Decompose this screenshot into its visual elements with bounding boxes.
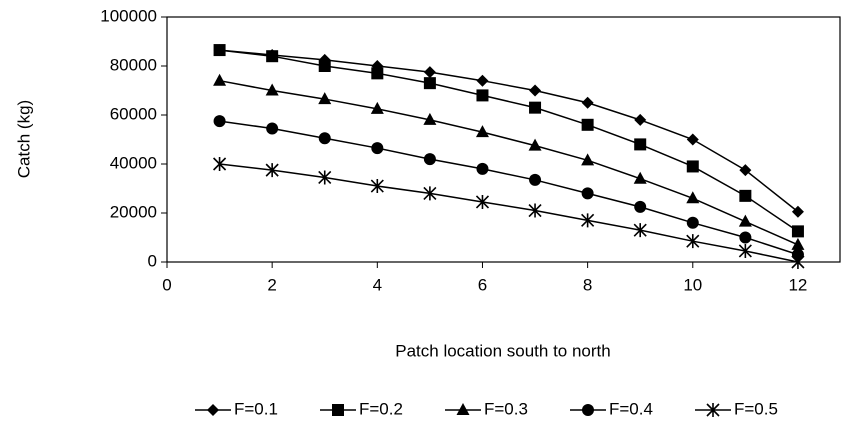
marker xyxy=(581,118,594,131)
x-tick-label: 12 xyxy=(788,275,807,294)
series-line xyxy=(219,49,799,213)
marker xyxy=(318,132,331,145)
y-tick-label: 20000 xyxy=(110,202,157,221)
marker xyxy=(686,160,699,173)
series-line xyxy=(219,79,799,246)
marker xyxy=(318,170,332,185)
marker xyxy=(581,153,595,166)
marker xyxy=(791,237,805,250)
legend-label: F=0.3 xyxy=(484,399,528,418)
marker xyxy=(423,112,437,125)
marker xyxy=(528,203,542,218)
marker xyxy=(581,96,594,109)
marker xyxy=(265,83,279,96)
legend-label: F=0.5 xyxy=(734,399,778,418)
marker xyxy=(686,234,700,249)
legend-label: F=0.4 xyxy=(609,399,653,418)
y-tick-label: 0 xyxy=(148,251,157,270)
marker xyxy=(318,92,332,105)
x-tick-label: 10 xyxy=(683,275,702,294)
marker xyxy=(791,225,804,238)
marker xyxy=(423,77,436,90)
series-line xyxy=(219,120,799,256)
marker xyxy=(739,189,752,202)
x-tick-label: 2 xyxy=(267,275,276,294)
marker xyxy=(791,205,804,218)
legend-marker xyxy=(582,404,594,416)
marker xyxy=(739,231,752,244)
marker xyxy=(371,67,384,80)
marker xyxy=(475,125,489,138)
x-axis-label: Patch location south to north xyxy=(395,341,610,360)
marker xyxy=(371,142,384,155)
legend-marker xyxy=(332,404,344,416)
y-tick-label: 100000 xyxy=(100,6,157,25)
marker xyxy=(423,186,437,201)
marker xyxy=(266,122,279,135)
marker xyxy=(529,173,542,186)
marker xyxy=(213,73,227,86)
marker xyxy=(529,101,542,114)
legend-label: F=0.2 xyxy=(359,399,403,418)
marker xyxy=(791,255,805,269)
legend: F=0.1 F=0.2 F=0.3 F=0.4 F=0.5 xyxy=(195,399,778,418)
marker xyxy=(370,179,384,194)
marker xyxy=(581,187,594,200)
y-axis-label: Catch (kg) xyxy=(14,100,33,178)
marker xyxy=(213,44,226,57)
marker xyxy=(213,157,227,171)
marker xyxy=(633,223,647,238)
legend-label: F=0.1 xyxy=(234,399,278,418)
marker xyxy=(739,164,752,177)
marker xyxy=(529,84,542,97)
marker xyxy=(686,133,699,146)
marker xyxy=(738,243,752,258)
marker xyxy=(475,194,490,209)
legend-marker xyxy=(456,403,470,415)
marker xyxy=(266,50,279,63)
marker xyxy=(476,162,489,175)
x-tick-label: 6 xyxy=(478,275,487,294)
x-tick-label: 0 xyxy=(162,275,171,294)
marker xyxy=(738,214,752,227)
marker xyxy=(528,138,542,151)
marker xyxy=(318,60,331,72)
marker xyxy=(476,89,489,102)
marker xyxy=(423,66,436,79)
marker xyxy=(265,163,279,178)
y-tick-label: 80000 xyxy=(110,55,157,74)
marker xyxy=(213,115,226,128)
marker xyxy=(686,191,700,204)
marker xyxy=(476,74,489,87)
plot-frame xyxy=(166,16,841,263)
marker xyxy=(791,248,804,261)
marker xyxy=(686,216,699,229)
marker xyxy=(634,200,647,213)
legend-marker xyxy=(706,403,720,417)
legend-marker xyxy=(207,404,219,416)
marker xyxy=(423,153,436,166)
marker xyxy=(633,171,647,184)
series-line xyxy=(219,163,799,263)
x-tick-label: 8 xyxy=(583,275,592,294)
marker xyxy=(634,138,647,151)
marker xyxy=(370,101,384,114)
marker xyxy=(581,213,595,228)
y-tick-label: 40000 xyxy=(110,153,157,172)
x-tick-label: 4 xyxy=(373,275,382,294)
y-tick-label: 60000 xyxy=(110,104,157,123)
marker xyxy=(634,113,647,126)
series-line xyxy=(219,49,799,232)
